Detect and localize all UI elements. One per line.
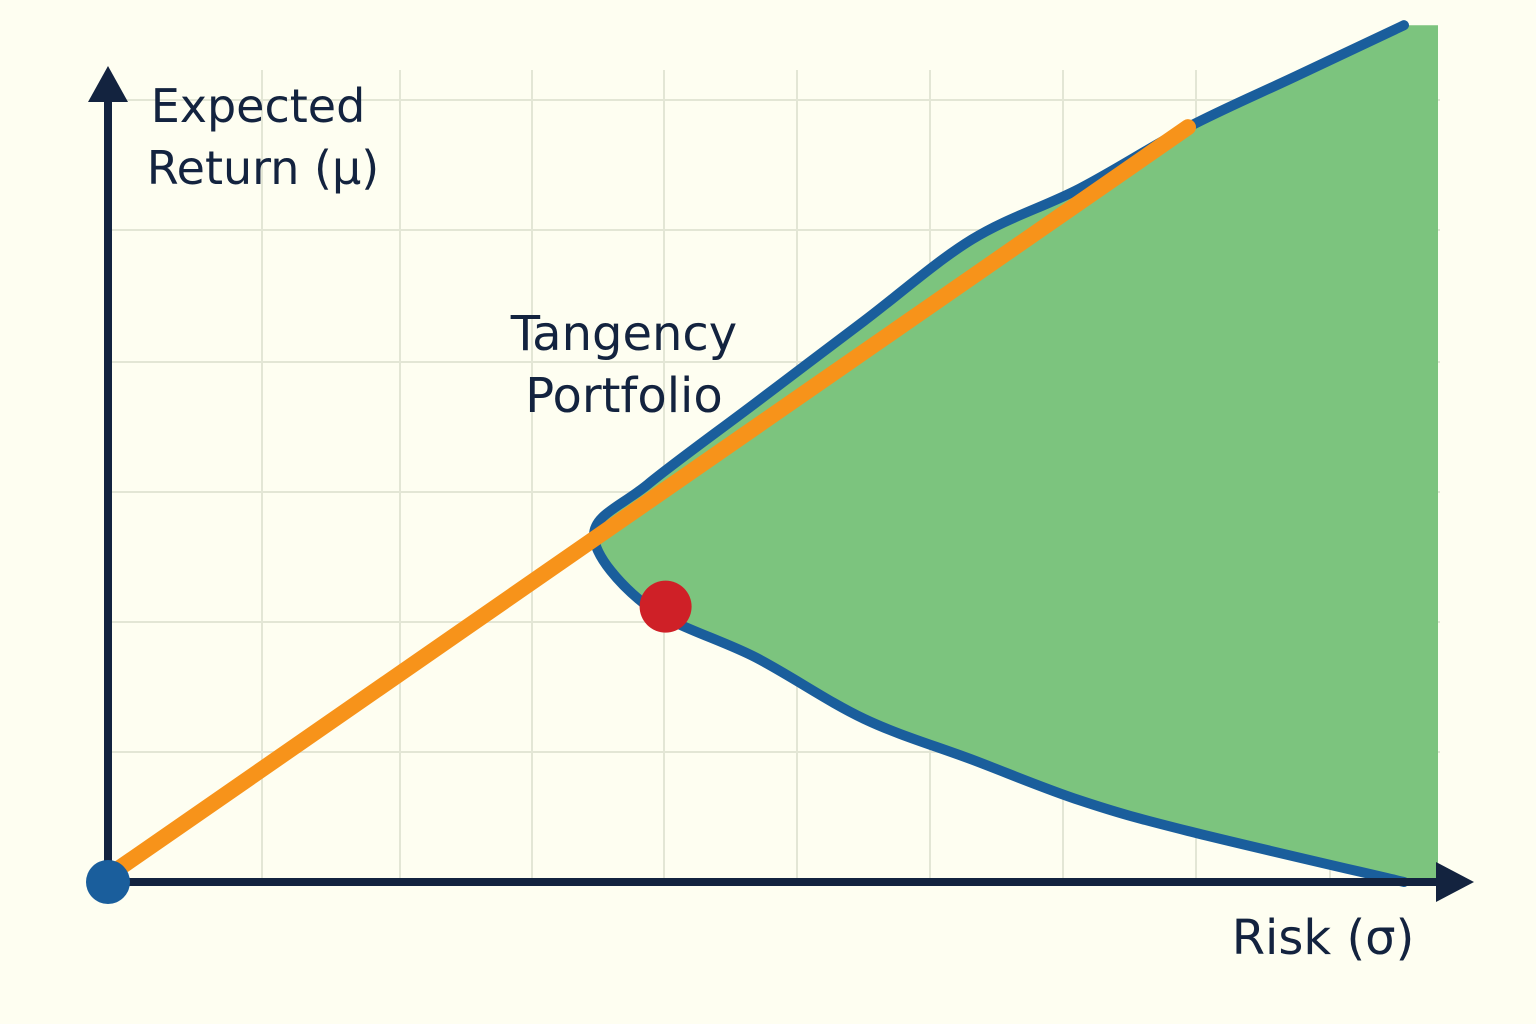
efficient-frontier-fill [594, 25, 1438, 882]
y-axis-label-line-2: Return (μ) [147, 141, 379, 195]
y-axis-label-line-1: Expected [151, 79, 366, 133]
y-axis-arrowhead [88, 66, 128, 102]
x-axis-label: Risk (σ) [1232, 910, 1415, 966]
tangency-point [639, 580, 692, 633]
x-axis-arrowhead [1436, 862, 1474, 902]
origin-point [86, 860, 130, 904]
tangency-label-line-2: Portfolio [525, 368, 722, 424]
capital-market-line [100, 119, 1196, 884]
tangency-label-line-1: Tangency [510, 306, 737, 362]
axes [88, 66, 1474, 902]
